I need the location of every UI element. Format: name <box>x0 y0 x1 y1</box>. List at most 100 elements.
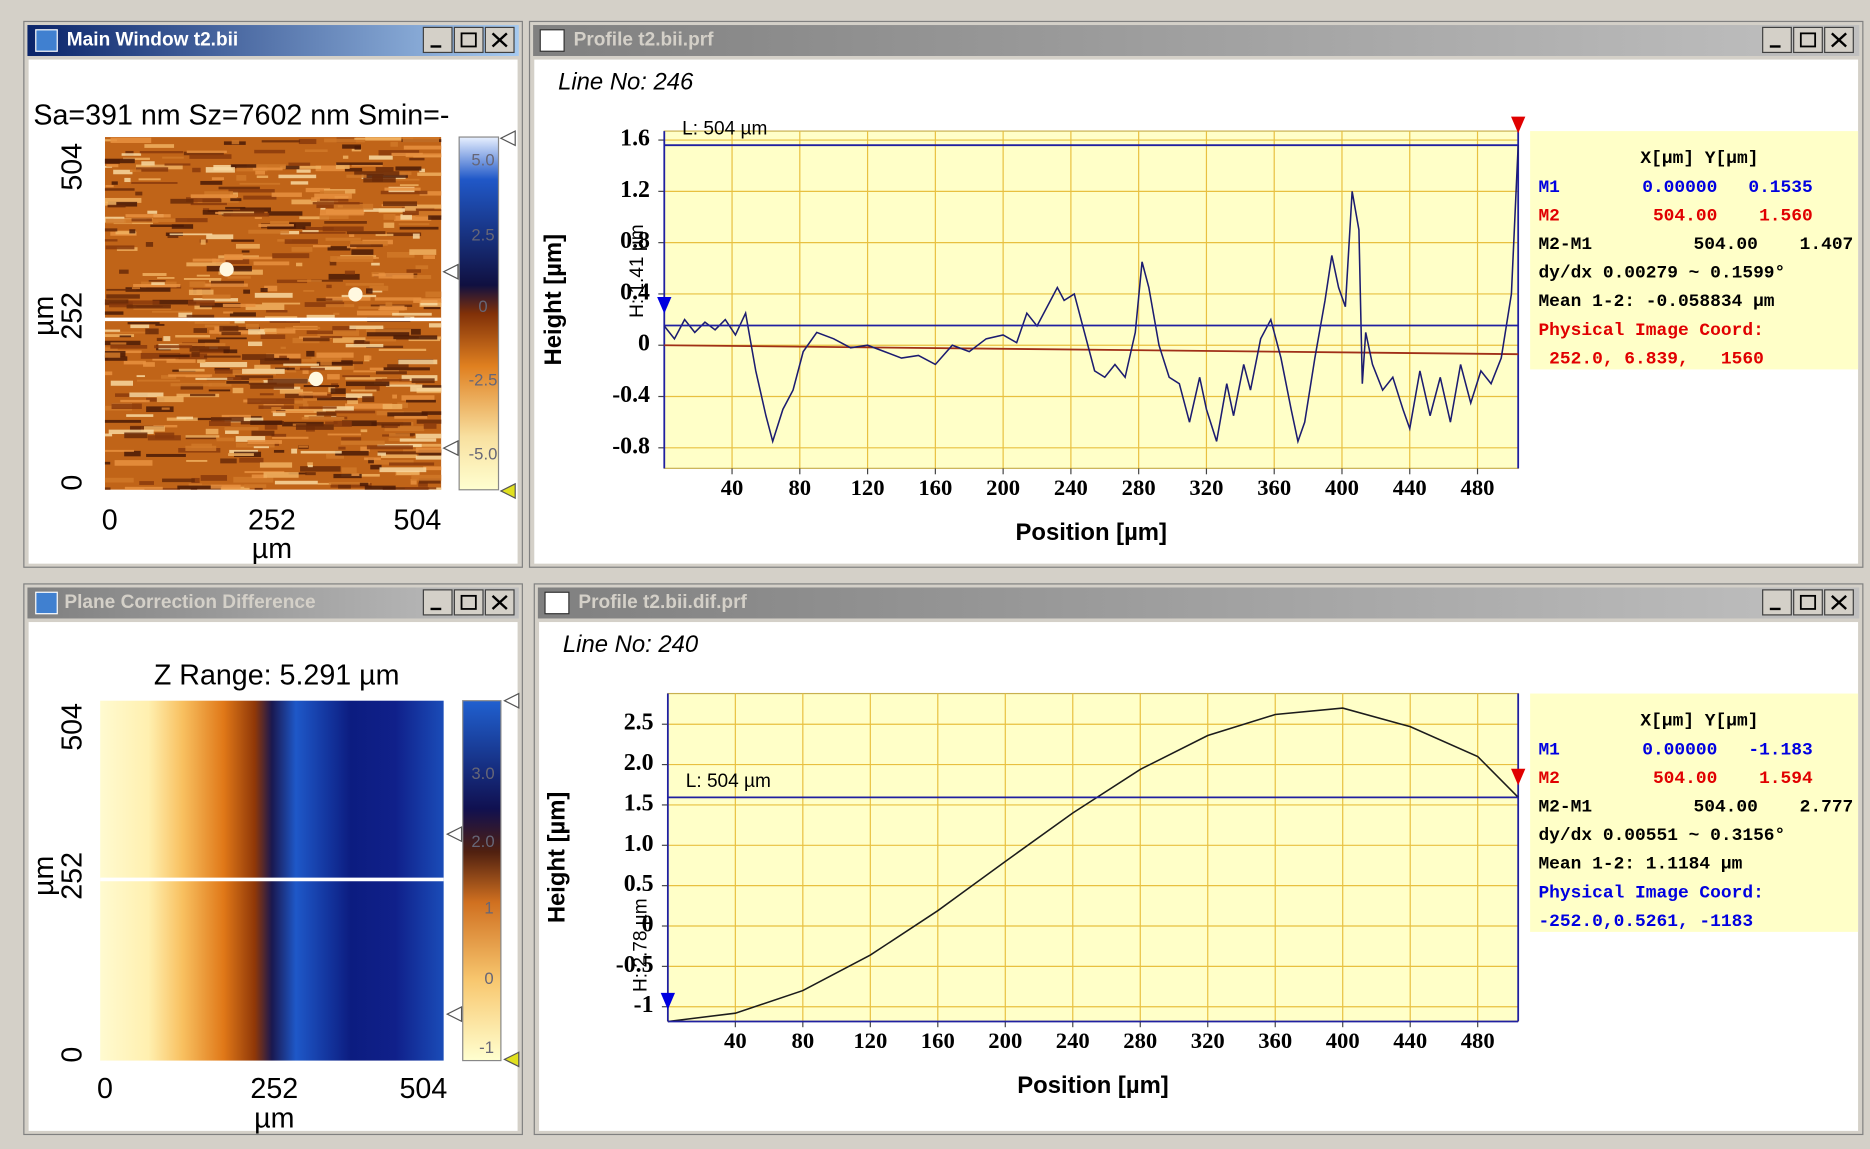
texture <box>119 335 132 338</box>
texture <box>178 368 205 372</box>
marker-handle[interactable] <box>1511 768 1526 786</box>
texture <box>255 170 266 175</box>
texture <box>254 364 271 371</box>
texture <box>202 294 231 299</box>
window-button[interactable] <box>453 589 484 616</box>
window: Plane Correction Difference Z Range: 5.2… <box>23 583 523 1136</box>
texture <box>170 198 194 204</box>
texture <box>345 377 388 380</box>
texture <box>342 420 377 427</box>
texture <box>346 231 386 235</box>
texture <box>306 330 334 335</box>
texture <box>302 230 319 233</box>
texture <box>428 323 442 328</box>
texture <box>291 448 298 454</box>
texture <box>300 450 342 454</box>
texture <box>245 304 285 310</box>
texture <box>267 211 303 216</box>
texture <box>253 446 269 449</box>
texture <box>127 322 160 325</box>
texture <box>423 466 442 471</box>
x-label: 504 <box>399 1073 447 1105</box>
colorbar-handle[interactable] <box>503 1051 520 1068</box>
texture <box>397 402 408 408</box>
texture <box>415 447 442 453</box>
slope: dy/dx 0.00279 ~ 0.1599° <box>1538 264 1785 284</box>
texture <box>408 338 441 342</box>
texture <box>411 474 442 481</box>
texture <box>264 357 290 361</box>
button-glyph <box>460 594 477 610</box>
texture <box>104 197 142 203</box>
window-button[interactable] <box>484 589 515 616</box>
texture <box>119 269 129 274</box>
texture <box>415 433 442 439</box>
texture <box>135 164 183 170</box>
x-tick-label: 240 <box>1054 475 1088 500</box>
texture <box>413 298 442 303</box>
title-bar[interactable] <box>537 587 1860 619</box>
texture <box>214 326 220 331</box>
texture <box>394 215 432 221</box>
marker-handle[interactable] <box>660 992 676 1010</box>
texture <box>104 228 118 232</box>
texture <box>366 345 404 349</box>
texture <box>354 145 361 150</box>
texture <box>251 474 268 479</box>
texture <box>327 374 340 380</box>
texture <box>228 189 275 193</box>
texture <box>229 312 256 317</box>
texture <box>333 420 352 427</box>
window-button[interactable] <box>1824 589 1854 616</box>
texture <box>186 417 232 421</box>
texture <box>387 412 428 417</box>
window-button[interactable] <box>1762 589 1792 616</box>
window-button[interactable] <box>1793 26 1823 54</box>
texture <box>250 420 283 425</box>
texture <box>320 207 326 210</box>
texture <box>204 191 233 195</box>
texture <box>351 163 383 167</box>
texture <box>316 352 354 358</box>
texture <box>342 375 371 378</box>
window-button[interactable] <box>453 26 484 54</box>
title-bar[interactable] <box>533 25 1860 57</box>
texture <box>298 392 328 396</box>
texture <box>113 169 133 175</box>
texture <box>298 139 317 145</box>
texture <box>327 246 351 251</box>
texture <box>306 314 335 319</box>
window-button[interactable] <box>422 589 453 616</box>
texture <box>328 273 360 280</box>
texture <box>125 214 171 218</box>
texture <box>418 478 441 484</box>
texture <box>275 367 295 370</box>
texture <box>245 323 259 330</box>
texture <box>229 449 258 454</box>
y-tick-label: -1 <box>634 992 654 1018</box>
texture <box>131 287 141 290</box>
texture <box>130 324 150 329</box>
marker-x: 0.00000 <box>1642 178 1717 198</box>
y-tick-label: 2.5 <box>624 710 654 736</box>
texture <box>131 218 152 222</box>
marker-handle[interactable] <box>1511 116 1526 134</box>
texture <box>341 467 357 474</box>
window-button[interactable] <box>1793 589 1823 616</box>
texture <box>192 167 201 173</box>
window-button[interactable] <box>422 26 453 54</box>
marker-handle[interactable] <box>657 296 672 314</box>
texture <box>333 203 374 210</box>
colorbar-handle[interactable] <box>499 482 516 500</box>
texture <box>409 443 442 447</box>
texture <box>302 227 334 231</box>
colorbar-handle[interactable] <box>445 692 520 1023</box>
colorbar-handle[interactable] <box>442 130 516 457</box>
texture <box>227 376 242 381</box>
y-tick-label: -0.4 <box>612 382 650 408</box>
window-button[interactable] <box>1762 26 1792 54</box>
texture <box>123 360 146 365</box>
texture <box>151 310 192 313</box>
texture <box>243 195 277 200</box>
texture <box>210 417 244 422</box>
